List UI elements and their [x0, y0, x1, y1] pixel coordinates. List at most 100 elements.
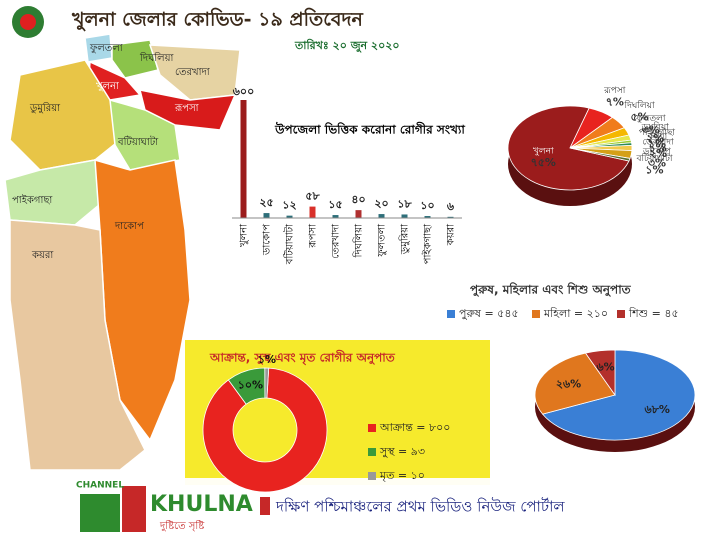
value-label: ১% [649, 141, 667, 154]
map-label: ফুলতলা [89, 43, 124, 54]
legend-label: পুরুষ = ৫৪৫ [459, 307, 519, 320]
map-label: তেরখাদা [175, 67, 211, 78]
value-label: ৬৮% [645, 403, 670, 416]
value-label: ৭৫% [531, 156, 556, 169]
value-label: ১২ [282, 199, 296, 212]
brand: KHULNA [150, 492, 253, 517]
map-region [109, 98, 181, 171]
slice-label: খুলনা [533, 147, 554, 157]
slice-label: পাইকগাছা [639, 127, 676, 138]
value-label: ৬০০ [233, 85, 254, 98]
slice-label: ডাকোপ [642, 147, 672, 157]
x-tick-label: পাইকগাছা [422, 223, 434, 264]
chart-title: পুরুষ, মহিলার এবং শিশু অনুপাত [470, 282, 632, 299]
value-label: ১৫ [328, 198, 342, 211]
title: খুলনা জেলার কোভিড- ১৯ প্রতিবেদন [71, 8, 363, 32]
value-label: ২০ [374, 197, 388, 210]
map-region [9, 219, 146, 471]
value-label: ২% [646, 132, 664, 145]
marker [260, 497, 270, 515]
bar [447, 216, 454, 218]
map-region [111, 39, 159, 79]
chart-title: উপজেলা ভিত্তিক করোনা রোগীর সংখ্যা [274, 122, 465, 137]
x-tick-label: তেরখাদা [331, 223, 342, 259]
value-label: ১০% [238, 378, 263, 391]
legend-swatch [447, 310, 455, 318]
bar [355, 210, 362, 218]
bar [332, 215, 339, 218]
slice-label: কয়রা [647, 132, 668, 142]
slice-label: তেরখাদা [642, 138, 674, 148]
value-label: ২৫ [259, 196, 273, 209]
legend-label: শিশু = ৪৫ [628, 307, 679, 320]
legend-label: আক্রান্ত = ৮০০ [379, 421, 450, 434]
value-label: ৫৮ [305, 190, 320, 203]
x-tick-label: ফুলতলা [377, 223, 388, 258]
channel: CHANNEL [76, 481, 124, 491]
value-label: ১৮ [397, 197, 412, 210]
value-label: ৫% [630, 110, 648, 123]
map-label: দিঘলিয়া [139, 52, 174, 64]
legend-swatch [368, 472, 376, 480]
bar [263, 213, 270, 218]
value-label: ৬% [597, 360, 615, 373]
bar [286, 215, 293, 218]
map-labels: ফুলতলা দিঘলিয়া তেরখাদা খুলনা রূপসা ডুমু… [12, 43, 211, 261]
value-label: ৪০ [351, 193, 365, 206]
value-label: ৩% [648, 156, 666, 169]
slice [507, 105, 630, 191]
map-label: পাইকগাছা [12, 194, 53, 206]
value-label: ৬ [447, 200, 455, 213]
slice-label: ডুমুরিয়া [641, 122, 669, 133]
value-label: ১% [648, 138, 666, 151]
value-label: ২৬% [556, 378, 581, 391]
map-region [4, 159, 106, 226]
legend-swatch [532, 310, 540, 318]
legend-label: মৃত = ১০ [379, 469, 425, 482]
slice [534, 352, 616, 415]
x-tick-label: দিঘলিয়া [353, 223, 365, 258]
map-label: খুলনা [96, 81, 120, 92]
banner: CHANNEL KHULNA দুষ্টিতে সৃষ্টি দক্ষিণ পশ… [60, 478, 715, 536]
map-label: কয়রা [31, 250, 54, 261]
value-label: ৩% [642, 123, 660, 136]
slice-label: ফুলতলা [635, 114, 666, 124]
legend-label: সুস্থ = ৯৩ [379, 445, 425, 458]
emblem [20, 14, 36, 30]
bar [401, 214, 408, 218]
logo-box [80, 494, 120, 532]
x-tick-label: কয়রা [446, 223, 457, 246]
x-tick-label: ডাকোপ [262, 224, 273, 256]
bar [378, 214, 385, 218]
legend-swatch [617, 310, 625, 318]
map-label: রূপসা [174, 103, 200, 114]
slice [584, 349, 616, 397]
slice-label: দিঘলিয়া [624, 100, 655, 111]
x-tick-label: রূপসা [308, 223, 319, 249]
slice-label: বটিয়াঘাটা [635, 152, 672, 164]
slice-label: রূপসা [603, 86, 626, 96]
banner-bg [60, 478, 715, 536]
value-label: ১% [645, 164, 663, 177]
tagline: দক্ষিণ পশ্চিমাঞ্চলের প্রথম ভিডিও নিউজ পো… [275, 498, 565, 516]
x-tick-label: বটিয়াঘাটা [283, 223, 296, 265]
legend-swatch [368, 424, 376, 432]
map-label: দাকোপ [114, 221, 144, 232]
x-tick-label: খুলনা [239, 223, 250, 247]
value-label: ১০ [420, 199, 434, 212]
map-label: ডুমুরিয়া [29, 102, 61, 114]
value-label: ১% [258, 353, 276, 366]
value-label: ২% [649, 147, 667, 160]
slice [202, 367, 328, 493]
slice [541, 349, 696, 441]
map-label: বটিয়াঘাটা [117, 135, 159, 148]
value-label: ৭% [606, 96, 624, 109]
map-region [9, 59, 121, 171]
bar [309, 206, 316, 218]
bar [424, 216, 431, 218]
legend-swatch [368, 448, 376, 456]
x-tick-label: ডুমুরিয়া [399, 223, 411, 255]
slice [264, 367, 270, 399]
logo-k [122, 486, 146, 532]
